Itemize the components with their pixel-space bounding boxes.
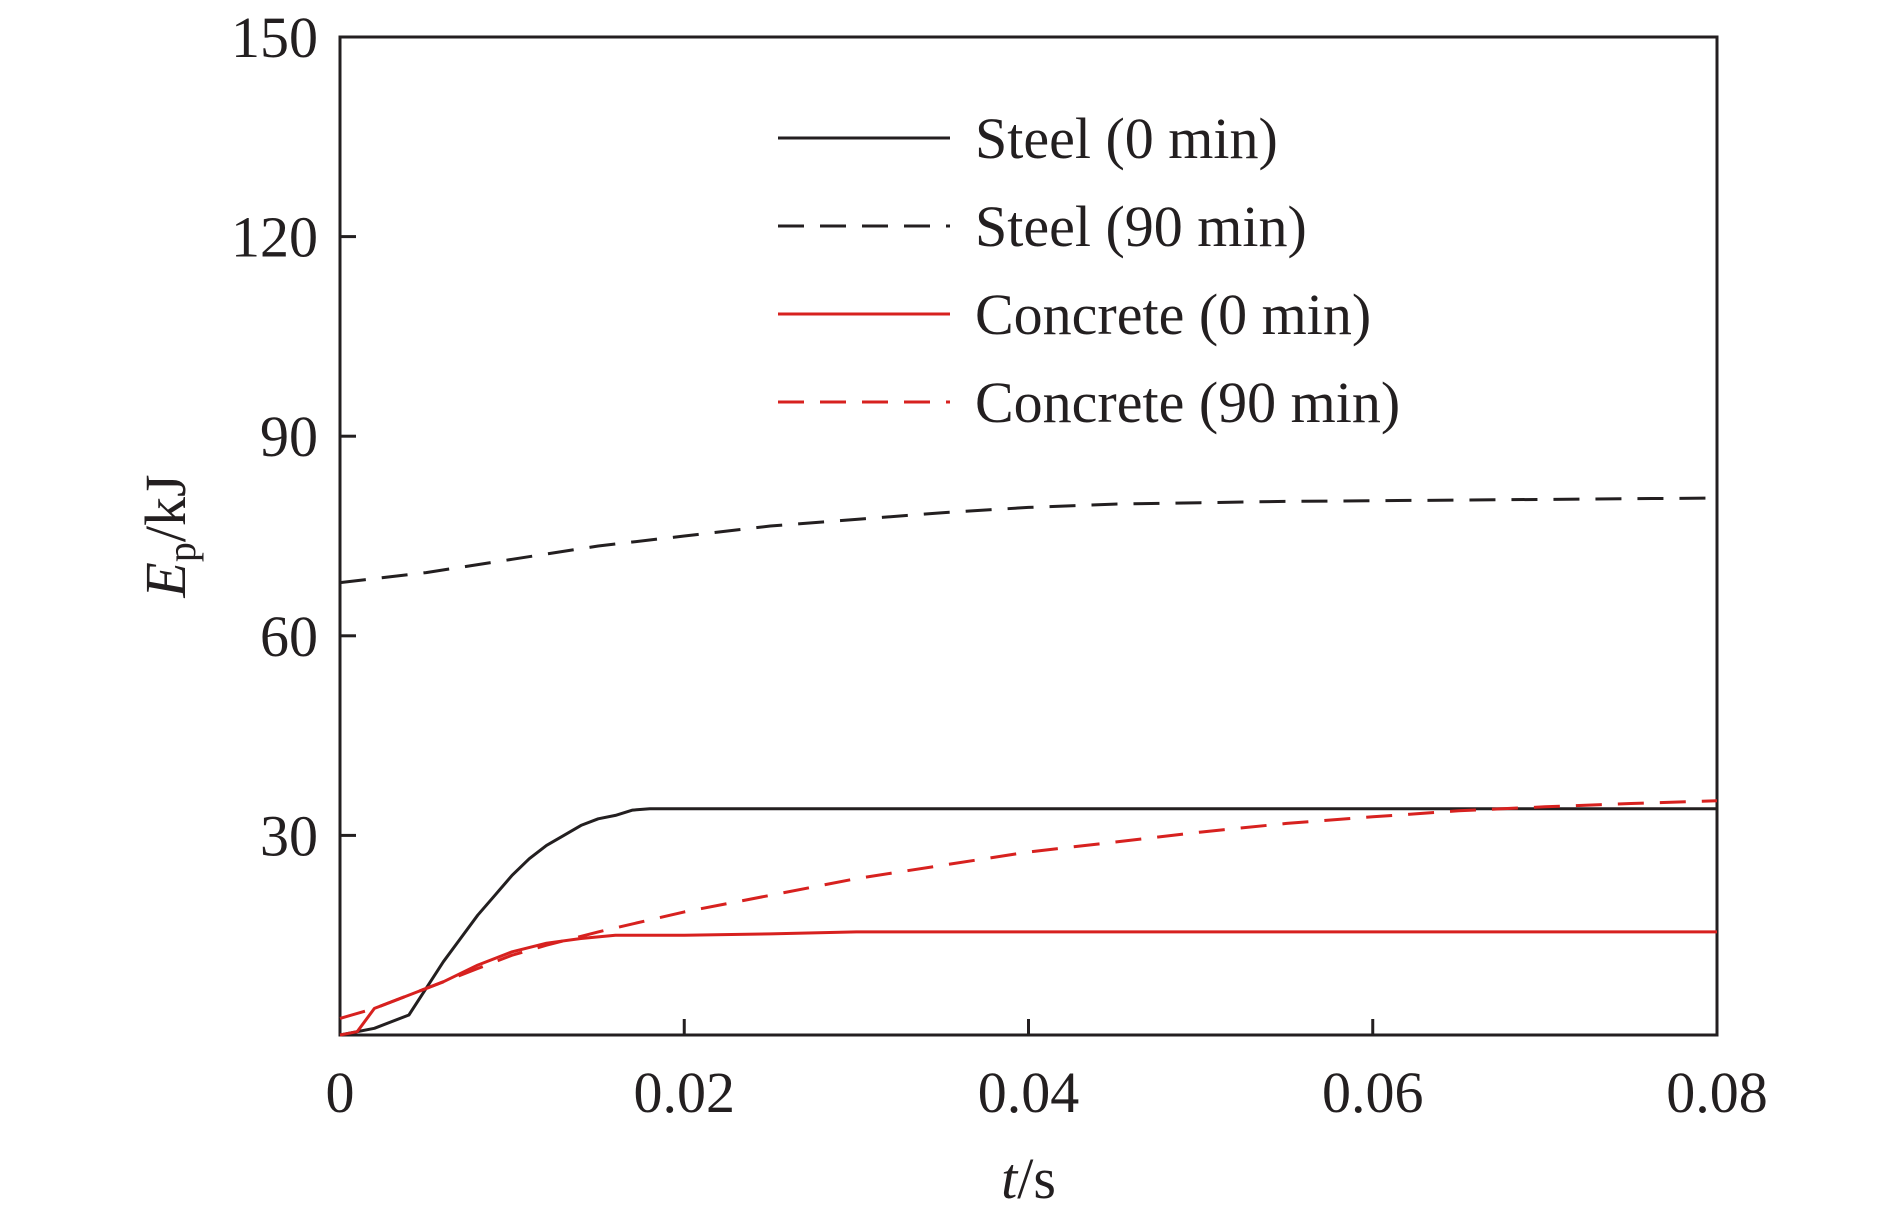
series-layer (339, 496, 1718, 1037)
legend-label-4: Concrete (90 min) (975, 370, 1400, 435)
y-tick-label: 90 (260, 404, 318, 469)
y-axis-title-symbol: E (133, 562, 198, 598)
x-tick-label: 0.08 (1666, 1060, 1768, 1125)
y-tick-label: 60 (260, 604, 318, 669)
y-axis-title-unit: /kJ (133, 474, 198, 542)
series-line-1 (339, 807, 1717, 1037)
legend-label-3: Concrete (0 min) (975, 282, 1371, 347)
y-tick-label: 30 (260, 803, 318, 868)
y-axis-ticks: 30 60 90 120 150 (231, 5, 356, 868)
x-axis-title-symbol: t (1001, 1146, 1019, 1211)
series-line-4 (339, 799, 1718, 1020)
x-tick-label: 0 (326, 1060, 355, 1125)
x-axis-title-unit: /s (1017, 1146, 1056, 1211)
x-tick-label: 0.02 (634, 1060, 736, 1125)
y-tick-label: 150 (231, 5, 318, 70)
legend: Steel (0 min) Steel (90 min) Concrete (0 m… (778, 106, 1400, 435)
legend-label-2: Steel (90 min) (975, 194, 1307, 259)
x-tick-label: 0.06 (1322, 1060, 1424, 1125)
series-line-2 (339, 496, 1718, 585)
x-axis-title: t/s (1001, 1146, 1056, 1211)
y-axis-title: Ep/kJ (133, 474, 204, 598)
y-tick-label: 120 (231, 205, 318, 270)
y-axis-title-subscript: p (159, 542, 204, 562)
x-axis-ticks: 0 0.02 0.04 0.06 0.08 (326, 1019, 1768, 1125)
legend-label-1: Steel (0 min) (975, 106, 1278, 171)
plot-area-frame (338, 35, 1719, 1037)
x-tick-label: 0.04 (978, 1060, 1080, 1125)
